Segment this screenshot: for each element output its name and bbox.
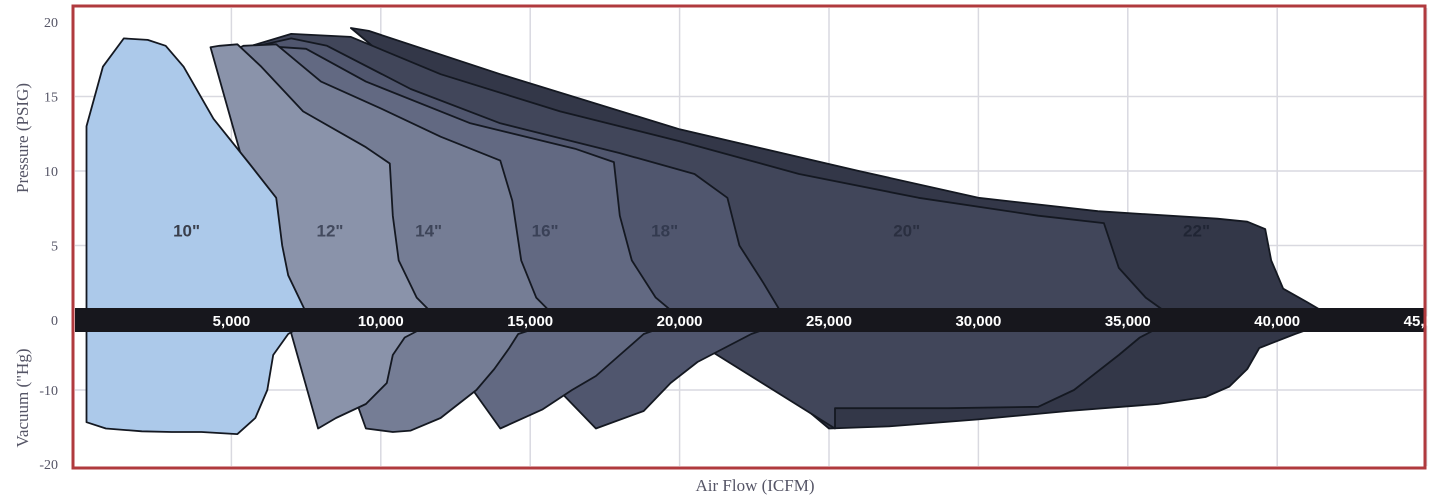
series-label: 14"	[415, 222, 442, 241]
x-tick-label: 30,000	[955, 313, 1001, 330]
y-axis-label-vacuum: Vacuum ("Hg)	[13, 349, 32, 448]
y-tick-label: 20	[44, 16, 58, 31]
x-tick-label: 15,000	[507, 313, 553, 330]
y-tick-label: 5	[51, 240, 58, 255]
x-tick-label: 10,000	[358, 313, 404, 330]
series-label: 22"	[1183, 222, 1210, 241]
x-tick-label: 5,000	[213, 313, 251, 330]
y-tick-label: -20	[39, 458, 58, 473]
series-label: 18"	[651, 222, 678, 241]
x-tick-label: 35,000	[1105, 313, 1151, 330]
x-tick-label: 25,000	[806, 313, 852, 330]
x-tick-label: 20,000	[657, 313, 703, 330]
y-axis-label-pressure: Pressure (PSIG)	[13, 83, 32, 193]
y-tick-label: 0	[51, 314, 58, 329]
x-axis-label: Air Flow (ICFM)	[695, 476, 814, 495]
y-tick-label: 15	[44, 91, 58, 106]
series-label: 16"	[532, 222, 559, 241]
x-tick-label: 40,000	[1254, 313, 1300, 330]
y-tick-label: -10	[39, 384, 58, 399]
series-label: 12"	[317, 222, 344, 241]
series-labels: 22" 20" 18" 16" 14" 12" 10"	[173, 222, 1210, 241]
x-tick-label: 45,000	[1404, 313, 1434, 330]
series-region-12-inch	[209, 43, 433, 430]
plot-frame	[71, 4, 1427, 470]
y-tick-label: 10	[44, 165, 58, 180]
zero-axis-band	[75, 308, 1424, 332]
zero-band	[75, 308, 1424, 332]
series-label: 20"	[893, 222, 920, 241]
series-regions	[85, 27, 1326, 435]
series-label: 10"	[173, 222, 200, 241]
